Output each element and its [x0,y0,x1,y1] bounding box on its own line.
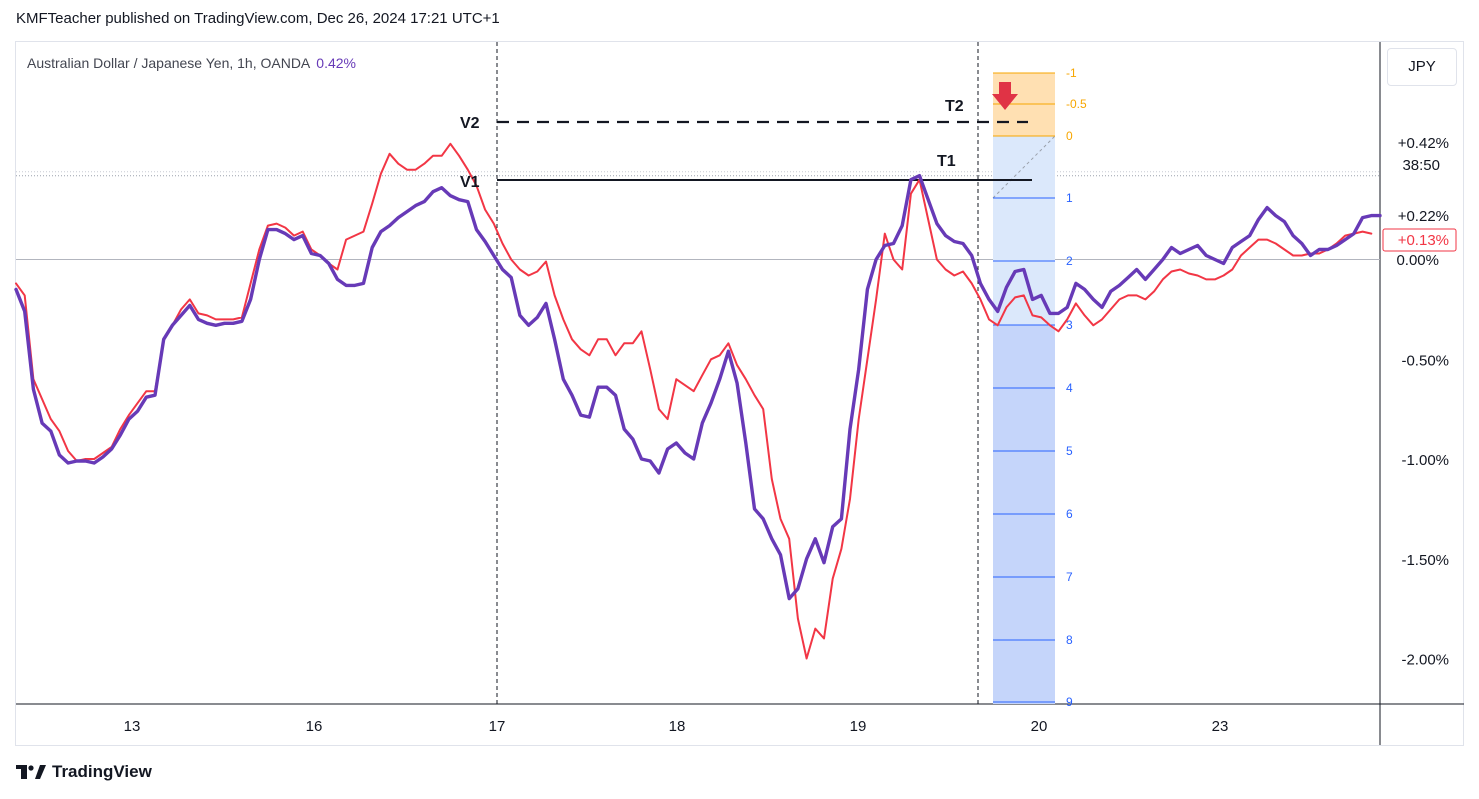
publisher-line: KMFTeacher published on TradingView.com,… [16,10,500,27]
fib-level-label: 1 [1066,191,1073,205]
fib-level-label: 7 [1066,570,1073,584]
y-tick-label: -2.00% [1401,652,1449,669]
down-arrow-icon [992,82,1018,110]
fib-level-label: 9 [1066,695,1073,709]
x-tick-label: 16 [306,718,323,735]
annotation-t2: T2 [945,98,964,115]
fib-level-label: 6 [1066,507,1073,521]
fib-level-label: 3 [1066,318,1073,332]
price-label-countdown: 38:50 [1402,157,1440,174]
price-label-primary: +0.42% [1398,135,1449,152]
fib-level-label: 5 [1066,444,1073,458]
currency-button[interactable]: JPY [1387,48,1457,86]
fib-level-label: 4 [1066,381,1073,395]
legend-symbol: Australian Dollar / Japanese Yen, 1h, OA… [27,55,311,71]
annotation-v2: V2 [460,115,480,132]
fib-level-label: -1 [1066,66,1077,80]
x-tick-label: 13 [124,718,141,735]
fib-level-label: 8 [1066,633,1073,647]
y-tick-label: -1.50% [1401,552,1449,569]
y-tick-label: -0.50% [1401,352,1449,369]
footer-brand-label: TradingView [52,762,152,781]
price-label-zero: 0.00% [1396,252,1439,269]
tradingview-logo-icon [16,765,46,779]
fib-level-label: -0.5 [1066,97,1087,111]
x-tick-label: 20 [1031,718,1048,735]
y-tick-label: -1.00% [1401,452,1449,469]
primary-series-line [14,173,1382,601]
fib-trend-line [992,135,1056,199]
compare-series-line [15,142,1373,660]
fib-level-label: 0 [1066,129,1073,143]
legend-change: 0.42% [316,55,356,71]
x-tick-label: 19 [850,718,867,735]
annotation-v1: V1 [460,174,480,191]
footer-brand: TradingView [16,762,152,782]
x-tick-label: 23 [1212,718,1229,735]
x-tick-label: 17 [489,718,506,735]
price-label-compare: +0.13% [1398,232,1449,249]
x-tick-label: 18 [669,718,686,735]
fib-level-label: 2 [1066,254,1073,268]
price-label-secondary: +0.22% [1398,208,1449,225]
chart-legend: Australian Dollar / Japanese Yen, 1h, OA… [27,55,356,71]
chart-frame [15,41,1464,746]
compare-price-tag [1382,228,1457,252]
annotation-t1: T1 [937,153,956,170]
